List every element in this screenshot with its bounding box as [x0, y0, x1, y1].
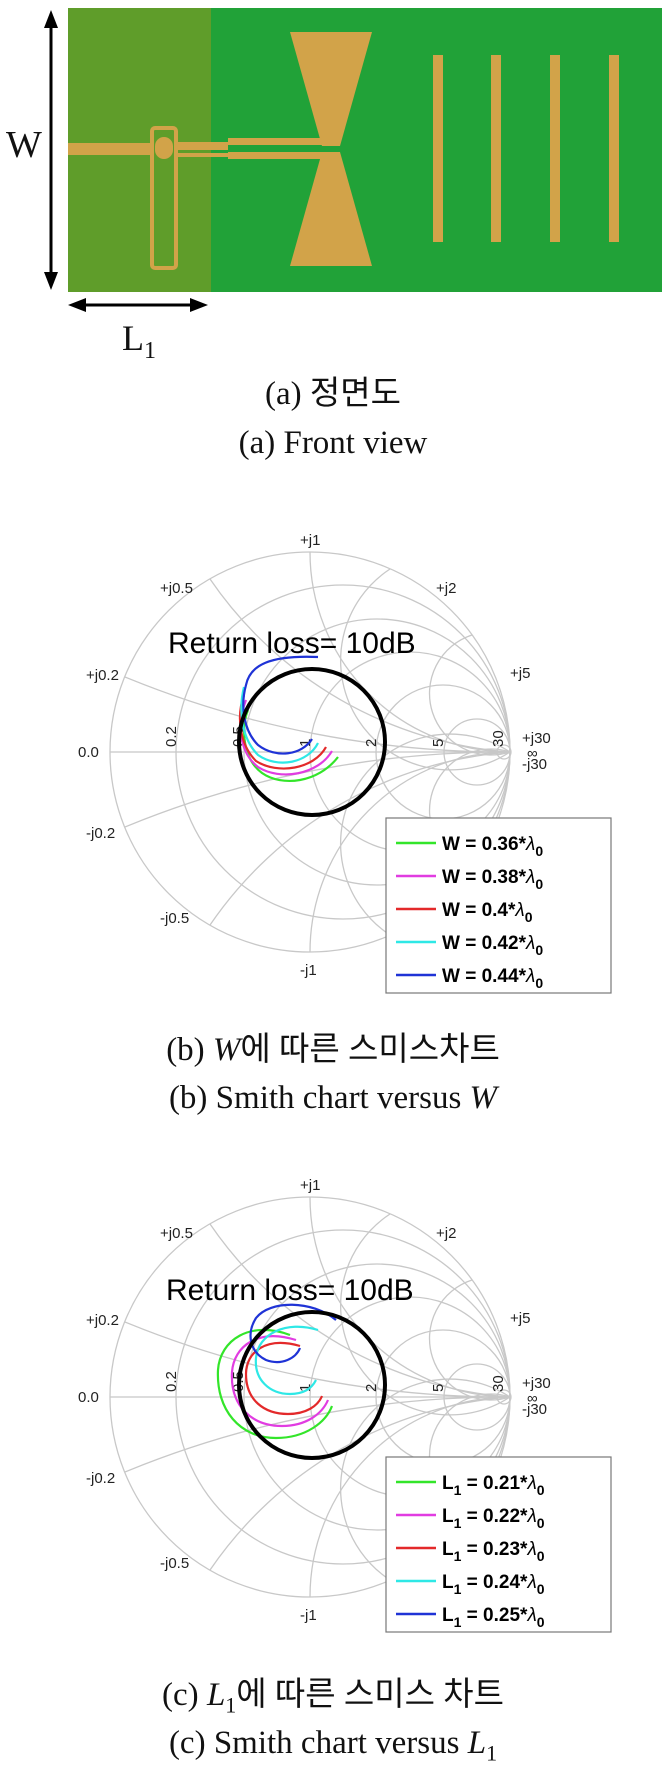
caption-c-en-prefix: (c) Smith chart versus: [168, 1725, 468, 1761]
label-r02: 0.2: [163, 1371, 180, 1392]
caption-b-korean: (b) W에 따른 스미스차트: [0, 1030, 666, 1070]
director-3: [550, 55, 560, 242]
caption-b-en-variable: W: [469, 1080, 498, 1116]
label-minus-j30: -j30: [522, 1401, 547, 1418]
width-dimension-arrow: [44, 10, 58, 290]
label-plus-j05: +j0.5: [160, 580, 193, 597]
caption-a-korean: (a) 정면도: [265, 376, 401, 412]
caption-c-english: (c) Smith chart versus L1: [0, 1723, 666, 1774]
caption-c-en-subscript: 1: [486, 1740, 498, 1766]
caption-c-korean: (c) L1에 따른 스미스 차트: [0, 1675, 666, 1726]
trace-w-044: [242, 655, 319, 755]
legend-b: W = 0.36*λ0 W = 0.38*λ0 W = 0.4*λ0 W = 0…: [385, 817, 612, 994]
dimension-label-w: W: [6, 124, 42, 166]
label-plus-j30: +j30: [522, 1375, 551, 1392]
figure-c: +j1 -j1 +j0.5 -j0.5 +j0.2 -j0.2 +j2 +j5 …: [0, 1170, 666, 1670]
label-plus-j1: +j1: [300, 532, 320, 549]
label-zero: 0.0: [78, 744, 99, 761]
caption-c-ko-subscript: 1: [225, 1692, 237, 1718]
caption-b-ko-prefix: (b): [166, 1032, 213, 1068]
legend-b-entry-1: W = 0.36*λ0: [442, 834, 543, 859]
label-r5: 5: [430, 739, 447, 747]
bowtie-lower-arm: [290, 152, 372, 266]
label-plus-j30: +j30: [522, 730, 551, 747]
figure-b: +j1 -j1 +j0.5 -j0.5 +j0.2 -j0.2 +j2 +j5 …: [0, 525, 666, 1025]
dimension-l-letter: L: [122, 318, 144, 358]
label-plus-j5: +j5: [510, 665, 530, 682]
label-infinity: ∞: [527, 745, 538, 762]
dimension-label-l1: L1: [122, 318, 156, 371]
label-minus-j05: -j0.5: [160, 910, 189, 927]
legend-c-entry-1: L1 = 0.21*λ0: [442, 1473, 545, 1498]
trace-w-04: [238, 694, 327, 770]
director-4: [609, 55, 619, 242]
label-plus-j02: +j0.2: [86, 667, 119, 684]
impedance-traces: [238, 655, 339, 783]
caption-b-ko-variable: W: [212, 1032, 241, 1068]
label-minus-j02: -j0.2: [86, 825, 115, 842]
label-minus-j1: -j1: [300, 962, 317, 979]
antenna-front-view: [44, 8, 662, 312]
label-infinity: ∞: [527, 1390, 538, 1407]
figure-a: W L1: [0, 0, 666, 460]
smith-chart-b: +j1 -j1 +j0.5 -j0.5 +j0.2 -j0.2 +j2 +j5 …: [78, 532, 612, 994]
smith-grid: [109, 551, 512, 953]
legend-c-entry-2: L1 = 0.22*λ0: [442, 1506, 545, 1531]
label-plus-j5: +j5: [510, 1310, 530, 1327]
director-1: [433, 55, 443, 242]
caption-b-en-prefix: (b) Smith chart versus: [168, 1080, 470, 1116]
label-plus-j2: +j2: [436, 1225, 456, 1242]
length-dimension-arrow: [68, 298, 208, 312]
label-r2: 2: [363, 739, 380, 747]
trace-l1-021: [216, 1328, 334, 1440]
trace-l1-023: [244, 1341, 324, 1416]
legend-b-entry-3: W = 0.4*λ0: [442, 900, 533, 925]
label-plus-j1: +j1: [300, 1177, 320, 1194]
label-minus-j30: -j30: [522, 756, 547, 773]
trace-w-042: [240, 686, 319, 764]
label-r5: 5: [430, 1384, 447, 1392]
legend-c-entry-4: L1 = 0.24*λ0: [442, 1572, 545, 1597]
caption-b-ko-suffix: 에 따른 스미스차트: [240, 1032, 500, 1068]
caption-c-en-variable: L: [467, 1725, 487, 1761]
caption-c-ko-suffix: 에 따른 스미스 차트: [236, 1677, 504, 1713]
label-zero: 0.0: [78, 1389, 99, 1406]
label-minus-j05: -j0.5: [160, 1555, 189, 1572]
return-loss-title: Return loss= 10dB: [168, 627, 416, 660]
label-r30: 30: [490, 1375, 507, 1392]
legend-c-entry-3: L1 = 0.23*λ0: [442, 1539, 545, 1564]
label-minus-j02: -j0.2: [86, 1470, 115, 1487]
legend-c-entry-5: L1 = 0.25*λ0: [442, 1605, 545, 1630]
return-loss-circle: [237, 1310, 387, 1460]
legend-b-entry-5: W = 0.44*λ0: [442, 966, 543, 991]
label-r30: 30: [490, 730, 507, 747]
smith-axis-labels: +j1 -j1 +j0.5 -j0.5 +j0.2 -j0.2 +j2 +j5 …: [78, 532, 551, 979]
smith-chart-c: +j1 -j1 +j0.5 -j0.5 +j0.2 -j0.2 +j2 +j5 …: [78, 1177, 612, 1633]
legend-b-entry-4: W = 0.42*λ0: [442, 933, 543, 958]
director-2: [491, 55, 501, 242]
caption-c-ko-variable: L: [206, 1677, 226, 1713]
label-r1: 1: [297, 739, 314, 747]
label-minus-j1: -j1: [300, 1607, 317, 1624]
label-r2: 2: [363, 1384, 380, 1392]
label-r1: 1: [297, 1384, 314, 1392]
label-plus-j05: +j0.5: [160, 1225, 193, 1242]
dimension-l-subscript: 1: [144, 338, 156, 365]
legend-b-entry-2: W = 0.38*λ0: [442, 867, 543, 892]
caption-c-ko-prefix: (c): [162, 1677, 207, 1713]
trace-l1-024: [254, 1325, 319, 1396]
feed-network: [68, 126, 338, 270]
bowtie-upper-arm: [290, 32, 372, 146]
label-plus-j02: +j0.2: [86, 1312, 119, 1329]
return-loss-title: Return loss= 10dB: [166, 1274, 414, 1307]
return-loss-circle: [237, 667, 387, 817]
label-r02: 0.2: [163, 726, 180, 747]
caption-b-english: (b) Smith chart versus W: [0, 1078, 666, 1118]
label-plus-j2: +j2: [436, 580, 456, 597]
caption-a-english: (a) Front view: [238, 425, 428, 461]
legend-c: L1 = 0.21*λ0 L1 = 0.22*λ0 L1 = 0.23*λ0 L…: [385, 1456, 612, 1633]
